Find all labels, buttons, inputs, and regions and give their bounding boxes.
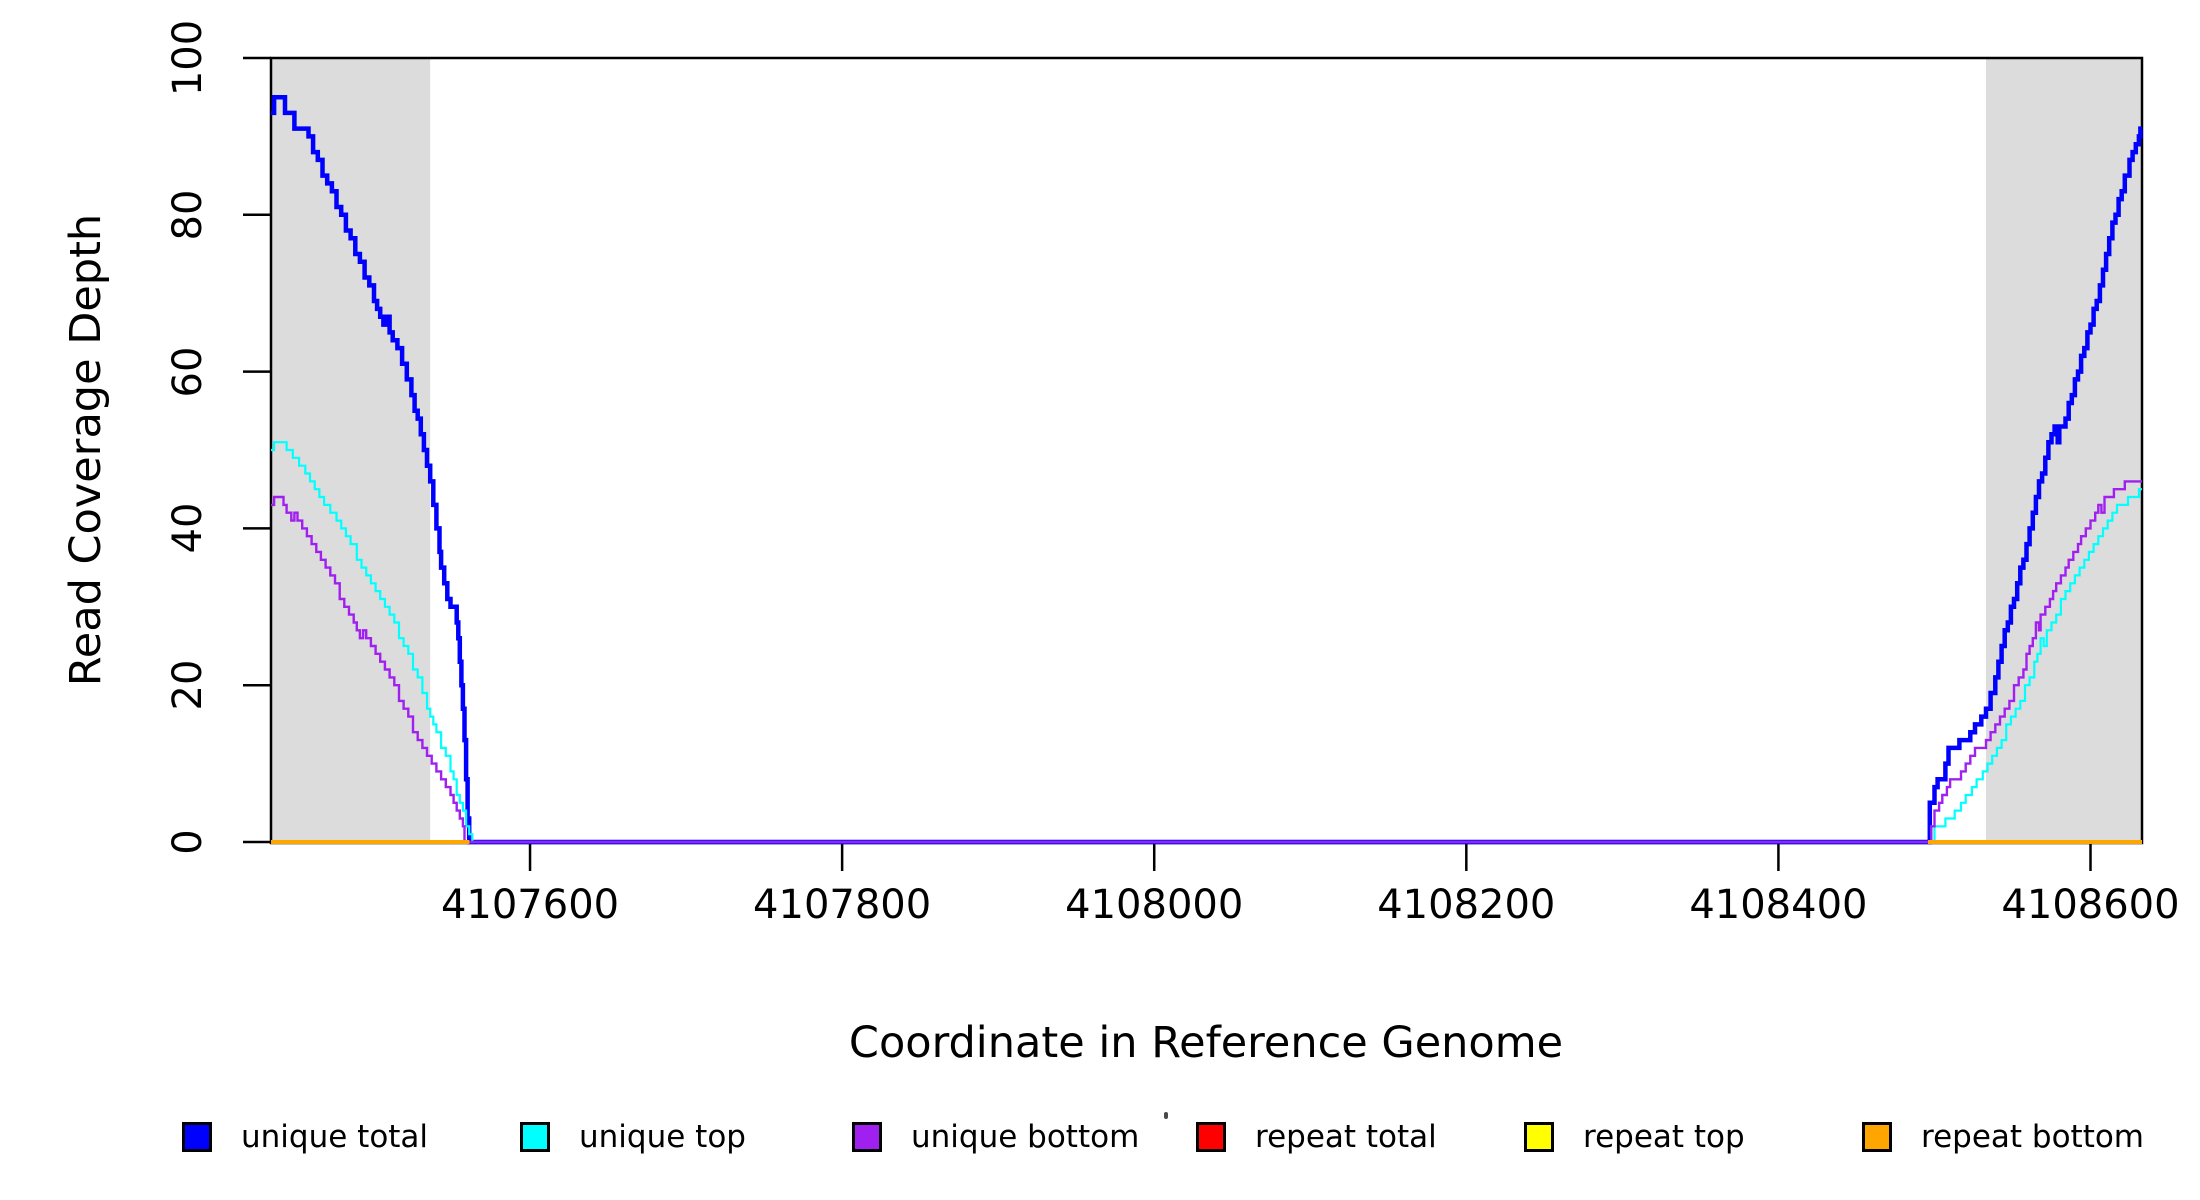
y-tick-label-100: 100 — [165, 19, 211, 97]
x-tick-label-4108400: 4108400 — [1689, 882, 1868, 928]
y-tick-label-80: 80 — [165, 189, 211, 241]
legend-swatch-unique-top — [520, 1122, 550, 1152]
legend-label-unique-total: unique total — [241, 1119, 429, 1155]
legend-swatch-unique-total — [182, 1122, 212, 1152]
legend-item-repeat-bottom: repeat bottom — [1862, 1119, 2145, 1155]
legend-item-unique-top: unique top — [520, 1119, 746, 1155]
stray-mark — [1164, 1112, 1168, 1119]
y-tick-label-60: 60 — [165, 346, 211, 398]
legend-label-unique-bottom: unique bottom — [911, 1119, 1140, 1155]
legend-item-unique-bottom: unique bottom — [852, 1119, 1140, 1155]
legend-label-repeat-total: repeat total — [1255, 1119, 1437, 1155]
legend-label-repeat-top: repeat top — [1583, 1119, 1745, 1155]
right-repeat-region — [1985, 58, 2142, 843]
x-tick-label-4108600: 4108600 — [2001, 882, 2180, 928]
series-unique-total — [271, 94, 2143, 845]
x-tick-label-4107800: 4107800 — [753, 882, 932, 928]
series-unique-bottom — [271, 480, 2142, 844]
series-unique-top — [271, 441, 2142, 844]
y-tick-label-20: 20 — [165, 659, 211, 711]
legend-swatch-repeat-total — [1196, 1122, 1226, 1152]
x-axis-title: Coordinate in Reference Genome — [848, 1018, 1564, 1068]
legend-item-unique-total: unique total — [182, 1119, 429, 1155]
legend-swatch-repeat-top — [1524, 1122, 1554, 1152]
left-repeat-region — [271, 58, 431, 843]
legend-item-repeat-top: repeat top — [1524, 1119, 1745, 1155]
x-tick-label-4108000: 4108000 — [1065, 882, 1244, 928]
x-tick-label-4107600: 4107600 — [440, 882, 620, 928]
y-axis-title: Read Coverage Depth — [61, 213, 111, 687]
legend-swatch-repeat-bottom — [1862, 1122, 1892, 1152]
legend-label-repeat-bottom: repeat bottom — [1921, 1119, 2145, 1155]
y-tick-label-0: 0 — [165, 829, 211, 855]
y-tick-label-40: 40 — [165, 502, 211, 554]
legend-item-repeat-total: repeat total — [1196, 1119, 1437, 1155]
x-tick-label-4108200: 4108200 — [1377, 882, 1556, 928]
legend-label-unique-top: unique top — [579, 1119, 746, 1155]
plot-border — [269, 56, 2144, 845]
legend-swatch-unique-bottom — [852, 1122, 882, 1152]
